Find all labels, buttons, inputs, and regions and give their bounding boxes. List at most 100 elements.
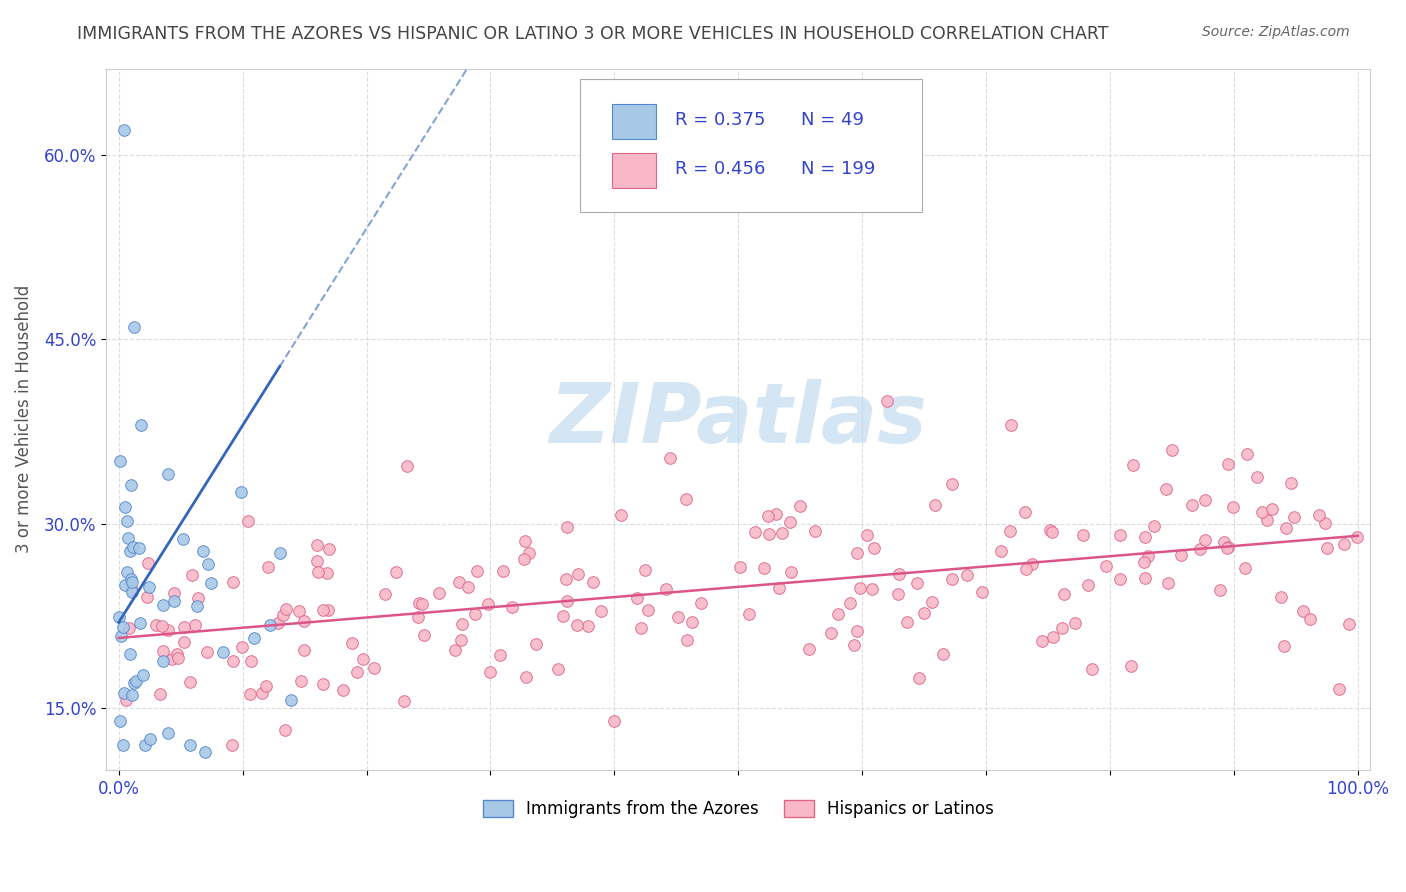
Point [292,643,315,657]
Point [149,687,172,701]
Point [195,644,218,658]
Point [1215,541,1237,556]
Point [274,602,297,616]
Text: N = 49: N = 49 [801,111,865,128]
Point [114,693,136,707]
Point [887,587,910,601]
Point [515,670,537,684]
Point [849,582,872,596]
Point [108,609,131,624]
Point [1122,458,1144,472]
Point [115,514,138,528]
Point [385,565,408,579]
Point [111,739,134,753]
Point [758,527,780,541]
Point [166,648,188,662]
Point [156,623,179,637]
Point [250,685,273,699]
Point [363,661,385,675]
Point [118,621,141,635]
Point [288,604,311,618]
Point [846,546,869,560]
Point [551,609,574,624]
Point [1329,682,1351,697]
Point [610,508,633,523]
Point [905,576,928,591]
Point [292,614,315,628]
Point [1188,542,1211,557]
Point [167,650,190,665]
Point [554,572,576,586]
Point [353,652,375,666]
Point [517,546,540,560]
Point [912,606,935,620]
Point [221,739,243,753]
Point [744,524,766,539]
Point [120,544,142,558]
Point [479,665,502,679]
Point [457,580,479,594]
Point [408,596,430,610]
Point [1299,612,1322,626]
Point [501,599,523,614]
Point [820,626,842,640]
Point [173,620,195,634]
Point [555,594,578,608]
Point [990,544,1012,558]
Point [1063,616,1085,631]
Point [524,637,547,651]
Point [238,514,260,528]
Point [1161,443,1184,458]
Point [427,586,450,600]
Point [1050,621,1073,635]
Point [489,648,512,663]
Point [1337,616,1360,631]
Point [1021,557,1043,571]
Point [184,618,207,632]
Point [271,608,294,623]
Point [152,619,174,633]
Point [172,532,194,546]
Point [231,640,253,654]
Point [160,652,183,666]
Point [221,574,243,589]
Point [346,665,368,680]
Point [308,565,330,579]
Point [1270,590,1292,604]
Point [197,557,219,571]
Point [212,645,235,659]
Point [477,597,499,611]
Point [312,603,335,617]
Point [908,671,931,685]
Point [187,591,209,605]
Point [658,450,681,465]
Point [194,745,217,759]
Point [637,603,659,617]
Point [316,603,339,617]
Point [274,723,297,737]
Point [634,563,657,577]
Point [340,636,363,650]
Point [626,591,648,606]
Point [229,484,252,499]
Point [513,552,536,566]
Point [266,616,288,631]
Point [630,621,652,635]
Point [754,560,776,574]
Point [280,693,302,707]
Point [163,586,186,600]
Point [128,541,150,555]
Y-axis label: 3 or more Vehicles in Household: 3 or more Vehicles in Household [15,285,32,553]
Point [395,459,418,474]
Point [492,564,515,578]
Point [152,654,174,668]
Point [1234,560,1257,574]
Point [451,616,474,631]
Point [118,647,141,661]
Point [138,580,160,594]
Point [1040,525,1063,540]
Point [555,519,578,533]
Point [1291,604,1313,618]
Point [1053,587,1076,601]
Text: R = 0.456: R = 0.456 [675,160,765,178]
